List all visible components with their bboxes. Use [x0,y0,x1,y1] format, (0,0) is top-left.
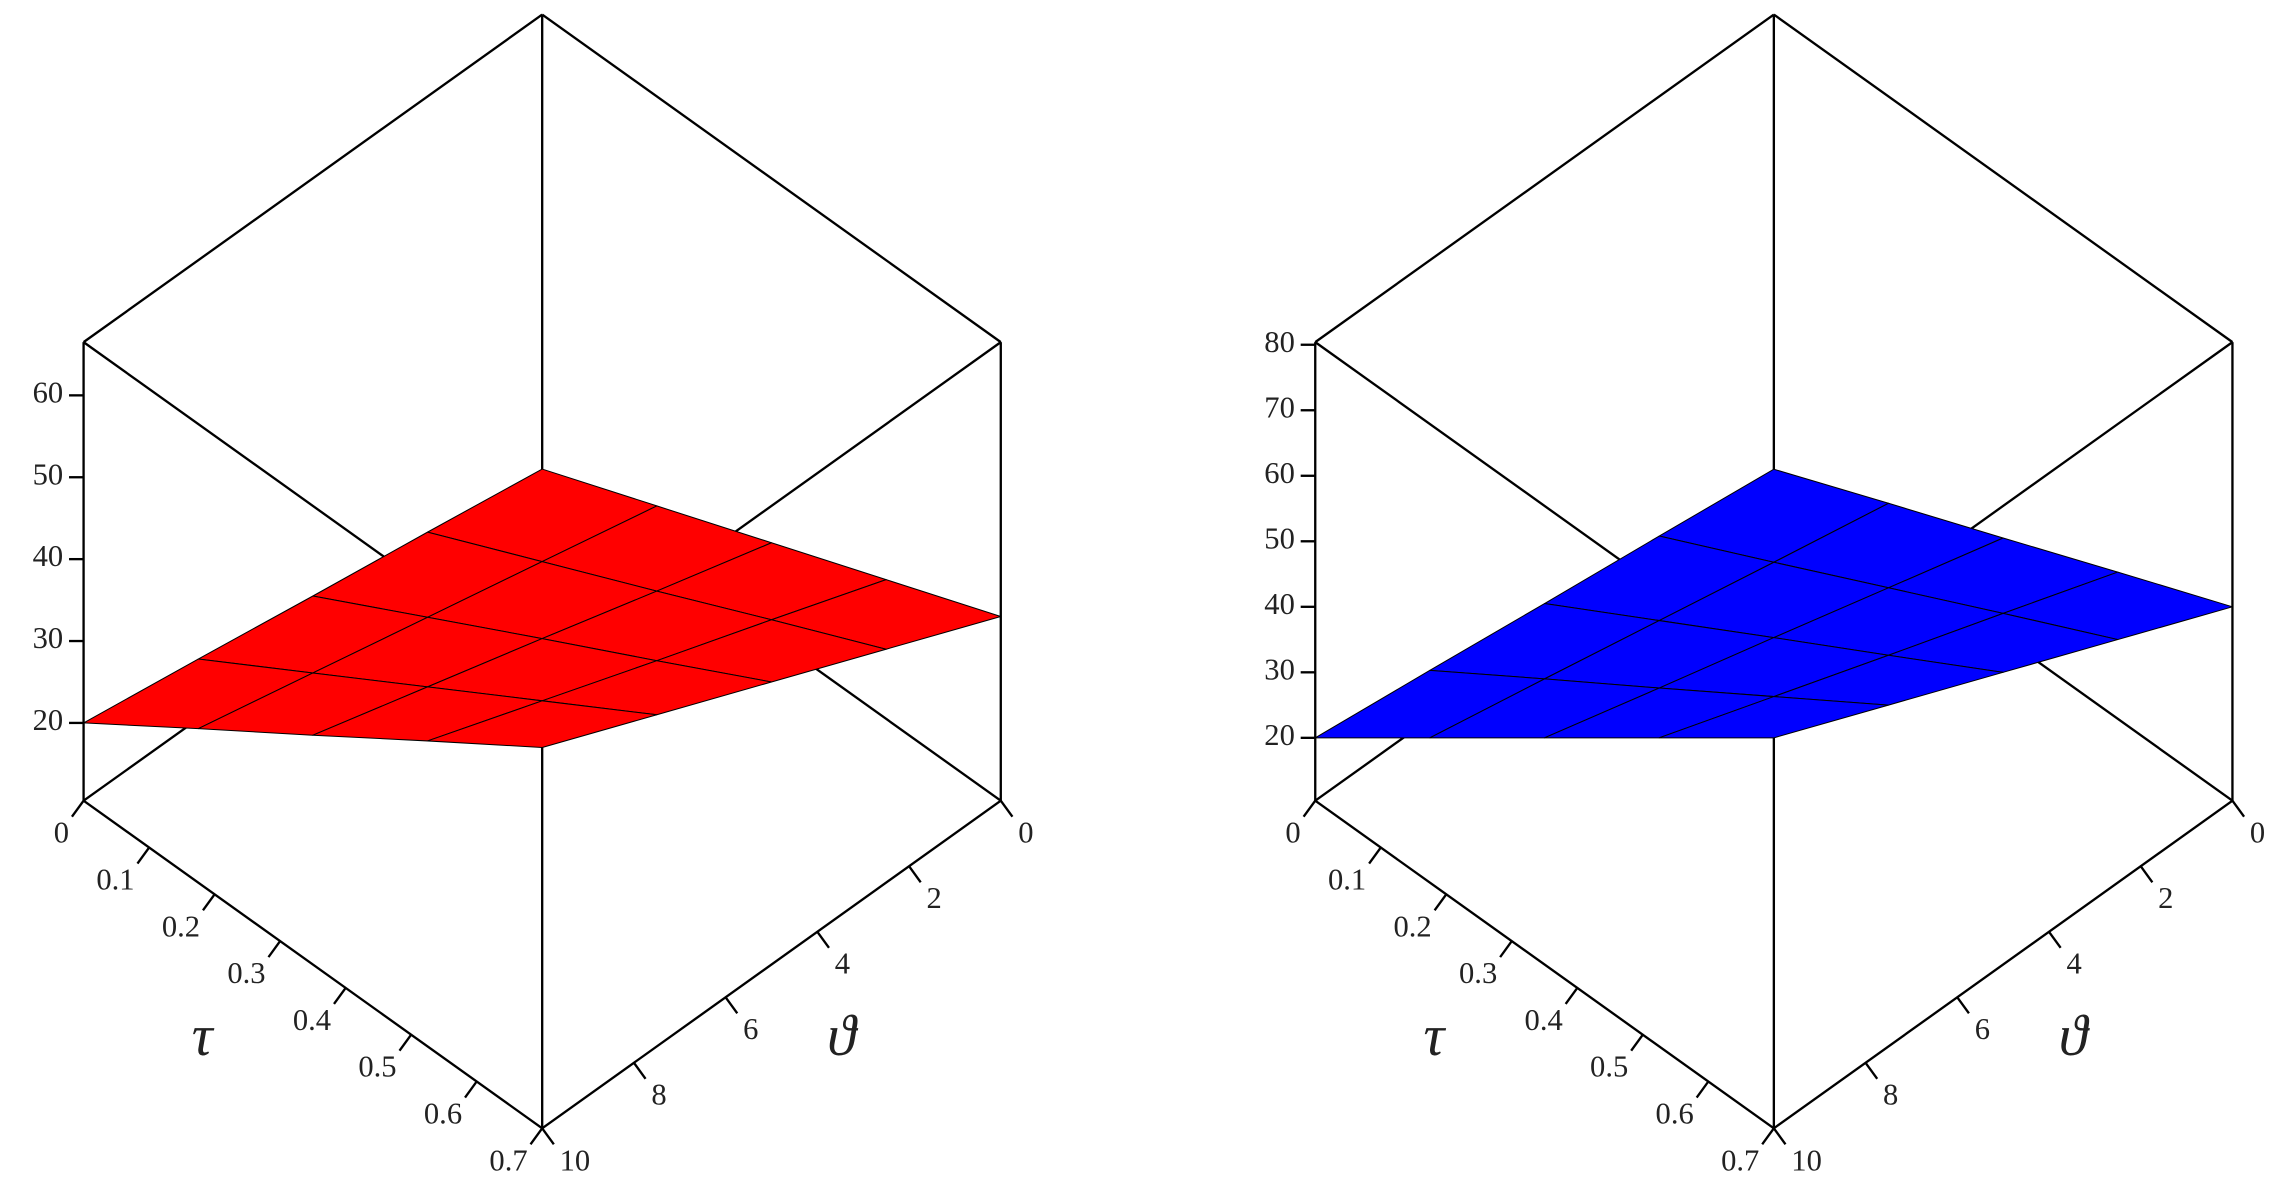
x-tick [1695,1080,1710,1099]
x-tick [136,846,151,865]
x-tick-label: 0.4 [293,1003,331,1037]
y-tick-label: 4 [835,947,850,981]
x-axis-title: τ [192,1003,215,1068]
y-tick [2231,800,2246,818]
x-tick [1499,940,1513,958]
x-tick [333,987,347,1005]
y-tick-label: 10 [560,1143,591,1177]
surface-chart: 20 30 40 50 60 70 80 0 0.1 0.2 0.3 0.4 0.5 0.6 0.7 0 2 4 6… [1264,13,2265,1177]
y-tick [2139,865,2154,883]
x-tick [1368,846,1382,865]
y-tick [1864,1062,1879,1080]
surface-patch [427,700,658,749]
y-tick [1956,996,1970,1014]
y-tick-label: 2 [2158,881,2173,915]
box-edge [541,13,1002,344]
x-tick-label: 0.7 [1721,1143,1759,1177]
y-tick-label: 0 [1018,816,1033,850]
z-tick-label: 20 [1264,718,1295,752]
z-tick-label: 80 [1264,325,1295,359]
x-tick [398,1034,413,1052]
y-tick-label: 0 [2250,816,2265,850]
x-tick-label: 0.1 [96,862,134,896]
y-tick-label: 8 [1883,1078,1898,1112]
x-tick-label: 0.1 [1328,862,1366,896]
z-tick-label: 50 [1264,521,1295,555]
surface-patch [1658,696,1890,739]
x-tick [1761,1127,1775,1145]
surface-chart: 20 30 40 50 60 0 0.1 0.2 0.3 0.4 0.5 0.6 0.7 0 2 4 6 8 10 τ… [33,13,1034,1177]
x-tick-label: 0.6 [1656,1096,1694,1130]
x-tick [202,893,216,912]
z-tick-label: 70 [1264,390,1295,424]
x-tick [464,1080,478,1099]
x-tick [1302,800,1317,818]
box-edge [1773,13,2234,344]
y-tick-label: 10 [1791,1143,1822,1177]
box-edge [1773,799,2234,1130]
x-tick-label: 0.2 [162,909,200,943]
y-tick [632,1062,647,1080]
box-edge [1314,13,1775,344]
x-tick-label: 0.2 [1394,909,1432,943]
x-tick-label: 0 [1285,816,1300,850]
y-tick [541,1127,555,1145]
y-tick [1772,1127,1787,1145]
box-edge [541,799,1002,1130]
y-tick [2048,931,2062,949]
y-tick [816,931,830,949]
x-tick [529,1127,544,1145]
x-tick [1564,987,1579,1005]
y-tick-label: 2 [927,881,942,915]
x-tick-label: 0 [54,816,69,850]
x-tick-label: 0.3 [1459,956,1497,990]
y-tick [999,800,1014,818]
x-tick-label: 0.3 [227,956,265,990]
z-tick-label: 30 [33,621,64,655]
x-tick-label: 0.5 [1590,1050,1628,1084]
y-axis-title: ϑ [827,1003,859,1068]
x-tick [70,800,85,818]
y-axis-title: ϑ [2059,1003,2091,1068]
z-tick-label: 40 [33,539,64,573]
z-tick-label: 40 [1264,587,1295,621]
z-tick-label: 60 [1264,456,1295,490]
y-tick-label: 6 [1975,1012,1990,1046]
y-tick [724,996,739,1014]
y-tick-label: 8 [651,1078,666,1112]
box-edge [1314,799,1775,1130]
y-tick-label: 4 [2066,947,2081,981]
x-tick [1630,1034,1644,1052]
z-tick-label: 50 [33,457,64,491]
x-tick-label: 0.7 [489,1143,527,1177]
z-tick-label: 30 [1264,652,1295,686]
z-tick-label: 20 [33,703,64,737]
x-tick [267,940,282,958]
box-edge [82,799,543,1130]
x-tick-label: 0.5 [358,1050,396,1084]
x-tick [1433,893,1448,912]
x-tick-label: 0.6 [424,1096,462,1130]
x-axis-title: τ [1423,1003,1446,1068]
x-tick-label: 0.4 [1525,1003,1563,1037]
z-tick-label: 60 [33,375,64,409]
y-tick-label: 6 [743,1012,758,1046]
y-tick [908,865,922,883]
box-edge [82,13,543,344]
